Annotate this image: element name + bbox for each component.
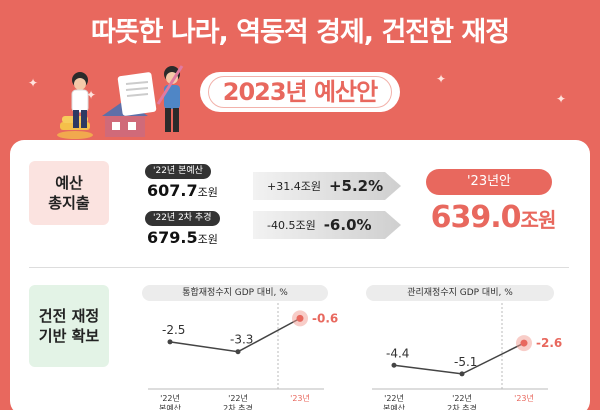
supp-2022-value: 679.5: [147, 228, 198, 247]
base-2022-tag: '22년 본예산: [145, 164, 211, 179]
data-point: [459, 371, 465, 377]
sparkle-icon: ✦: [28, 76, 39, 90]
change-arrow-base: +31.4조원 +5.2%: [253, 172, 401, 200]
proposal-2023-unit: 조원: [520, 208, 557, 232]
tick-label: '22년: [384, 393, 404, 403]
tick-label: '23년: [514, 393, 534, 403]
base-2022-amount: 607.7조원: [147, 181, 218, 200]
change-amount: -40.5조원: [267, 219, 316, 232]
content-card: 예산 총지출 '22년 본예산 607.7조원 +31.4조원 +5.2% '2…: [10, 140, 590, 410]
data-label: -2.5: [162, 323, 185, 337]
headline: 따뜻한 나라, 역동적 경제, 건전한 재정: [90, 17, 510, 48]
data-point: [391, 362, 397, 368]
section-label-budget: 예산 총지출: [29, 161, 109, 225]
tick-label: '22년: [228, 393, 248, 403]
tick-label: 2차 추경: [223, 403, 253, 410]
section-label-line: 기반 확보: [38, 327, 100, 345]
data-label: -5.1: [454, 355, 477, 369]
data-point: [520, 339, 528, 347]
data-label: -4.4: [386, 346, 409, 360]
tick-label: '22년: [160, 393, 180, 403]
data-label: -0.6: [312, 311, 338, 325]
sparkle-icon: ✦: [556, 92, 567, 106]
proposal-2023-amount: 639.0조원: [413, 200, 573, 235]
chart-title: 관리재정수지 GDP 대비, %: [366, 285, 554, 301]
data-point: [167, 339, 173, 345]
tick-label: 2차 추경: [447, 403, 477, 410]
sparkle-icon: ✦: [436, 72, 447, 86]
base-2022-unit: 조원: [197, 186, 218, 199]
proposal-2023-value: 639.0: [430, 200, 522, 235]
data-point: [235, 349, 241, 355]
data-label: -3.3: [230, 333, 253, 347]
supp-2022-tag: '22년 2차 추경: [145, 211, 220, 226]
supp-2022-amount: 679.5조원: [147, 228, 218, 247]
chart-title: 통합재정수지 GDP 대비, %: [142, 285, 328, 301]
data-point: [296, 314, 304, 322]
tick-label: '22년: [452, 393, 472, 403]
tick-label: 본예산: [159, 403, 182, 410]
change-percent: +5.2%: [328, 177, 384, 195]
divider: [29, 267, 569, 268]
page-title: 2023년 예산안: [200, 72, 400, 112]
proposal-2023-tag: '23년안: [426, 169, 552, 195]
supp-2022-unit: 조원: [197, 233, 218, 246]
change-arrow-supp: -40.5조원 -6.0%: [253, 211, 401, 239]
section-label-line: 총지출: [48, 194, 90, 212]
section-label-fiscal: 건전 재정 기반 확보: [29, 285, 109, 367]
data-label: -2.6: [536, 336, 562, 350]
tick-label: '23년: [290, 393, 310, 403]
section-label-line: 건전 재정: [38, 307, 100, 325]
base-2022-value: 607.7: [147, 181, 198, 200]
sparkle-icon: ✦: [86, 88, 97, 102]
section-label-line: 예산: [55, 174, 83, 192]
illustration: [57, 65, 184, 139]
change-amount: +31.4조원: [267, 180, 321, 193]
tick-label: 본예산: [383, 403, 406, 410]
change-percent: -6.0%: [323, 216, 372, 234]
